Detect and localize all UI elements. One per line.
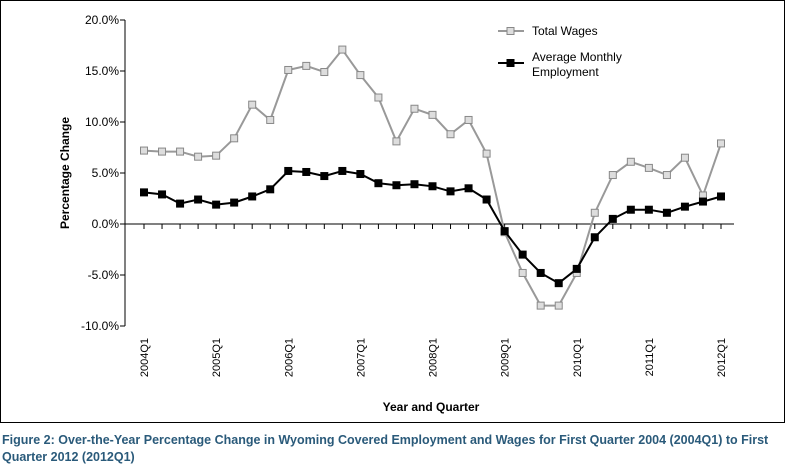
figure-caption-text: Over-the-Year Percentage Change in Wyomi… <box>2 433 769 464</box>
legend-total-wages-label: Total Wages <box>532 24 598 38</box>
x-tick-label: 2009Q1 <box>500 338 512 377</box>
data-point-employment <box>230 198 239 207</box>
data-point-total-wages <box>410 104 419 113</box>
line-chart: 20.0% 15.0% 10.0% 5.0% 0.0% -5.0% -10.0% 2004Q… <box>58 13 734 414</box>
data-point-total-wages <box>140 146 148 155</box>
data-point-employment <box>194 195 203 204</box>
data-point-employment <box>302 167 311 176</box>
data-point-total-wages <box>446 130 455 139</box>
x-tick-label: 2004Q1 <box>139 338 151 377</box>
y-axis-ticks: 20.0% 15.0% 10.0% 5.0% 0.0% -5.0% -10.0% <box>81 13 125 333</box>
data-point-employment <box>536 268 545 277</box>
data-point-employment <box>338 166 347 175</box>
data-point-total-wages <box>392 137 401 146</box>
data-point-total-wages <box>212 151 221 160</box>
data-point-total-wages <box>338 45 347 54</box>
data-point-total-wages <box>662 171 671 180</box>
data-point-total-wages <box>464 115 473 124</box>
data-point-total-wages <box>248 100 257 109</box>
data-point-employment <box>464 184 473 193</box>
y-axis-title: Percentage Change <box>58 117 72 229</box>
y-tick-label: -5.0% <box>88 268 120 282</box>
x-tick-label: 2012Q1 <box>716 338 728 377</box>
data-point-employment <box>446 187 455 196</box>
data-point-employment <box>320 172 329 181</box>
data-point-total-wages <box>590 208 599 217</box>
data-point-employment <box>482 195 491 204</box>
data-point-employment <box>356 170 365 179</box>
data-point-employment <box>500 227 509 236</box>
data-point-employment <box>284 166 293 175</box>
data-point-total-wages <box>680 153 689 162</box>
y-tick-label: 20.0% <box>85 13 119 27</box>
legend: Total Wages Average Monthly Employment <box>498 24 622 79</box>
data-point-employment <box>590 233 599 242</box>
data-point-total-wages <box>536 301 545 310</box>
data-point-employment <box>374 179 383 188</box>
x-tick-label: 2008Q1 <box>428 338 440 377</box>
chart-frame: 20.0% 15.0% 10.0% 5.0% 0.0% -5.0% -10.0% 2004Q… <box>0 0 785 423</box>
data-point-total-wages <box>554 301 563 310</box>
x-axis-title: Year and Quarter <box>383 400 480 414</box>
data-point-total-wages <box>482 149 491 158</box>
x-tick-label: 2005Q1 <box>211 338 223 377</box>
data-point-total-wages <box>428 110 437 119</box>
data-point-total-wages <box>302 61 311 70</box>
data-point-total-wages <box>176 147 185 156</box>
data-point-employment <box>176 199 185 208</box>
data-point-employment <box>158 190 167 199</box>
data-point-employment <box>554 279 563 288</box>
y-tick-label: 15.0% <box>85 64 119 78</box>
data-point-employment <box>698 197 707 206</box>
data-point-employment <box>248 192 257 201</box>
data-point-total-wages <box>158 147 167 156</box>
data-point-total-wages <box>717 139 725 148</box>
data-point-total-wages <box>320 68 329 77</box>
data-point-employment <box>392 181 401 190</box>
data-point-employment <box>717 192 725 201</box>
x-tick-label: 2006Q1 <box>283 338 295 377</box>
data-point-employment <box>518 250 527 259</box>
data-point-total-wages <box>626 157 635 166</box>
y-tick-label: -10.0% <box>81 319 119 333</box>
data-point-total-wages <box>230 134 239 143</box>
data-point-employment <box>266 185 275 194</box>
figure-caption: Figure 2: Over-the-Year Percentage Chang… <box>2 432 786 466</box>
data-point-employment <box>428 182 437 191</box>
data-point-employment <box>410 180 419 189</box>
x-axis-ticks: 2004Q1 2005Q1 2006Q1 2007Q1 2008Q1 2009Q1 2010… <box>139 224 728 377</box>
legend-employment-label-line1: Average Monthly <box>532 50 622 64</box>
x-tick-label: 2010Q1 <box>572 338 584 377</box>
series-line-total-wages <box>143 47 722 307</box>
y-tick-label: 5.0% <box>92 166 120 180</box>
data-point-total-wages <box>194 152 203 161</box>
data-point-employment <box>608 214 617 223</box>
legend-total-wages-marker <box>506 27 515 35</box>
data-point-employment <box>662 208 671 217</box>
data-point-employment <box>572 264 581 273</box>
data-point-total-wages <box>374 93 383 102</box>
x-tick-label: 2011Q1 <box>644 338 656 376</box>
data-point-employment <box>626 205 635 214</box>
y-tick-label: 10.0% <box>85 115 119 129</box>
axes <box>124 20 734 326</box>
data-point-total-wages <box>518 268 527 277</box>
data-point-total-wages <box>644 163 653 172</box>
data-point-total-wages <box>608 171 617 180</box>
x-tick-label: 2007Q1 <box>355 338 367 377</box>
data-point-employment <box>680 202 689 211</box>
legend-employment-label-line2: Employment <box>532 65 599 79</box>
data-point-employment <box>644 205 653 214</box>
y-tick-label: 0.0% <box>92 217 120 231</box>
legend-employment-marker <box>506 59 515 67</box>
series <box>140 45 725 310</box>
data-point-total-wages <box>356 71 365 80</box>
figure-caption-label: Figure 2: <box>2 433 55 447</box>
data-point-total-wages <box>284 65 293 74</box>
data-point-employment <box>212 200 221 209</box>
data-point-total-wages <box>266 115 275 124</box>
data-point-employment <box>140 188 148 197</box>
